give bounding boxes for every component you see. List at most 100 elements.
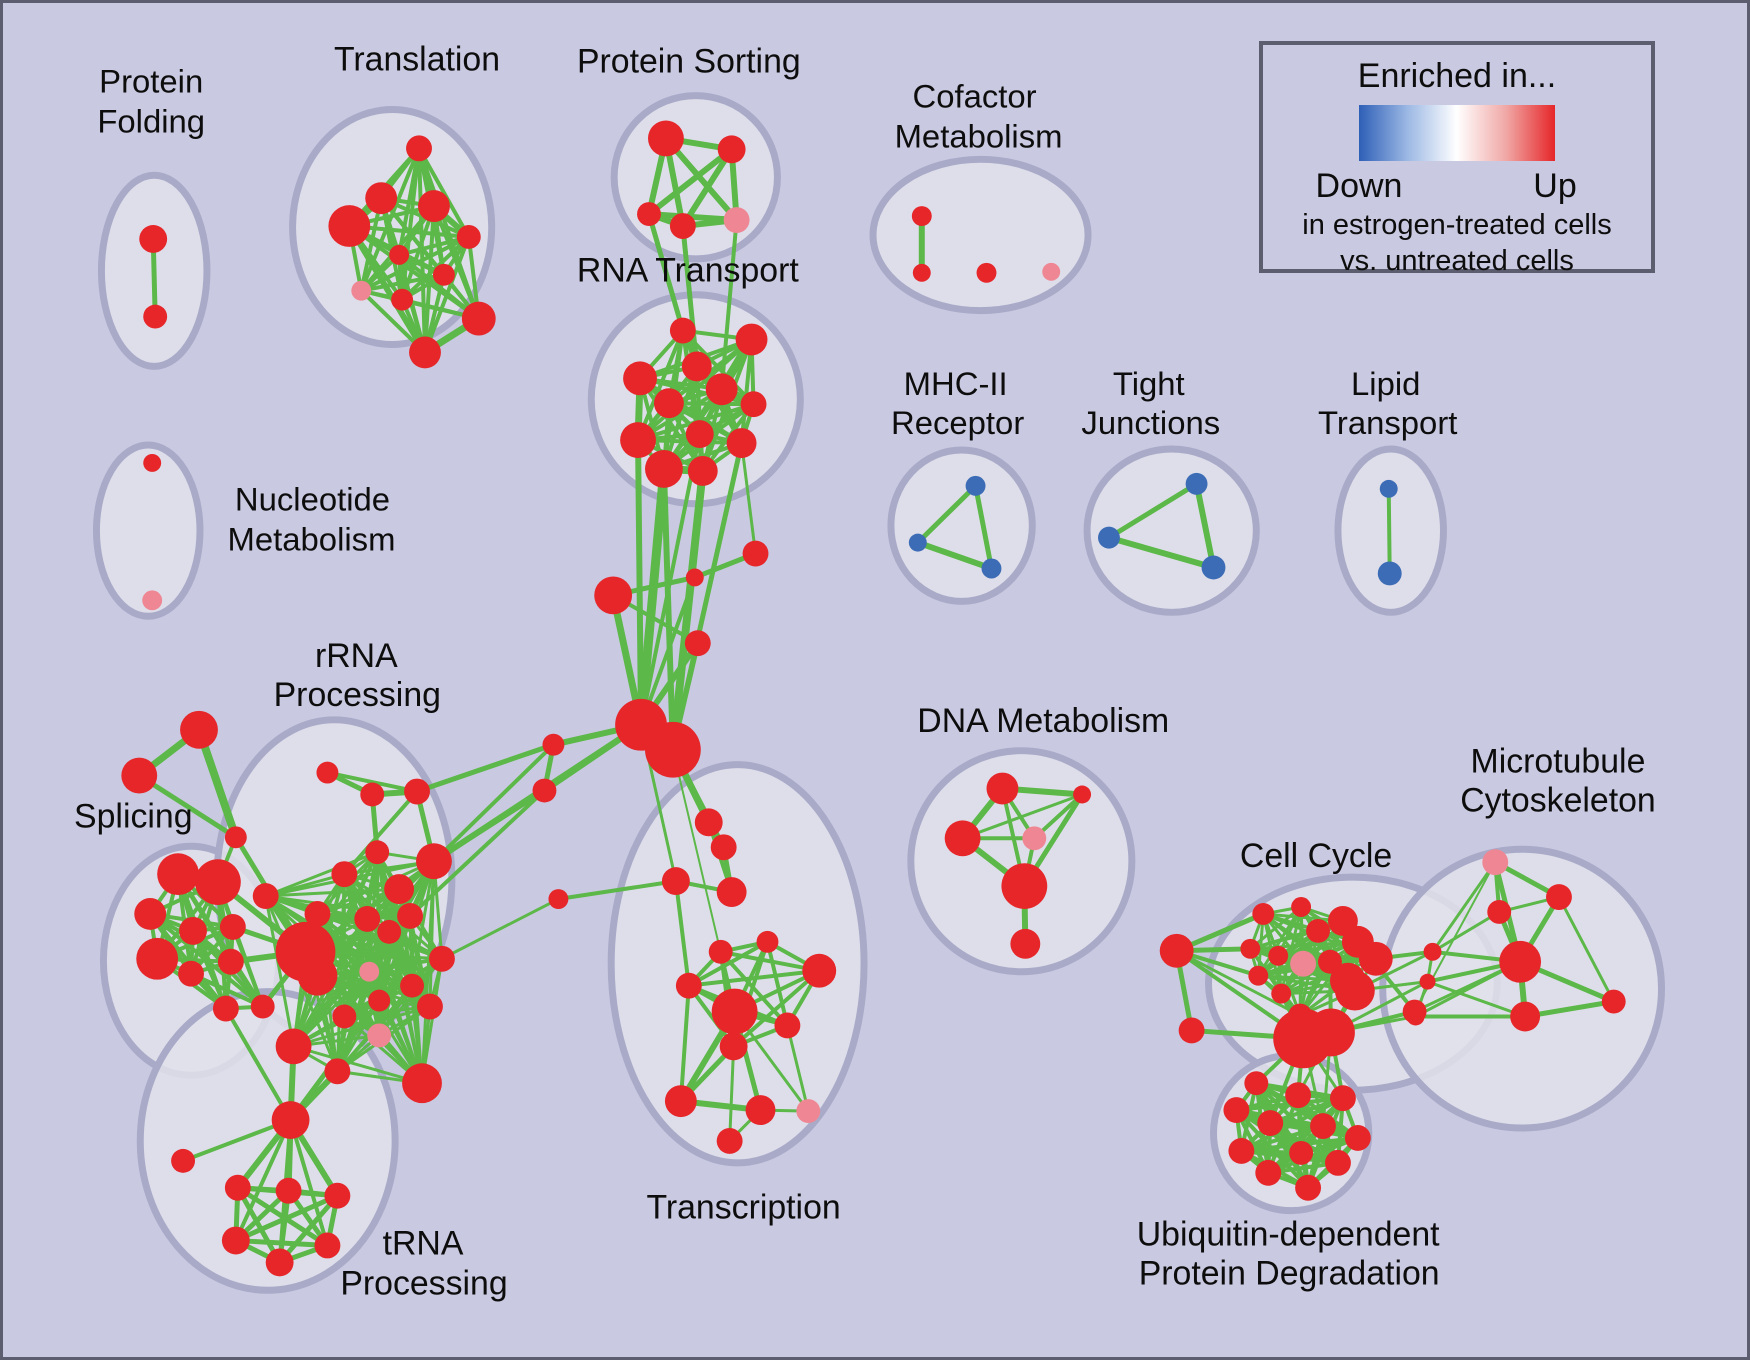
gene-set-node <box>774 1012 801 1039</box>
gene-set-node <box>456 225 481 249</box>
edge <box>1557 895 1616 1004</box>
cluster-label: Transport <box>1318 404 1457 441</box>
edge <box>233 1118 293 1243</box>
gene-set-node <box>1601 989 1626 1014</box>
cluster-label: Translation <box>334 41 500 79</box>
edge <box>315 957 444 978</box>
gene-set-node <box>1240 938 1261 959</box>
gene-set-node <box>224 1174 251 1201</box>
edge <box>678 983 691 1104</box>
edge <box>1248 940 1360 951</box>
edge <box>739 337 754 446</box>
gene-set-node <box>178 960 204 987</box>
cluster-label: Splicing <box>74 797 192 835</box>
gene-set-node <box>944 820 981 857</box>
gene-set-node <box>157 853 199 896</box>
gene-set-node <box>620 422 656 458</box>
node-layer <box>121 120 1626 1277</box>
edge <box>671 748 736 1013</box>
gene-set-node <box>796 1099 821 1124</box>
edge <box>728 1044 736 1143</box>
gene-set-node <box>304 901 331 927</box>
gene-set-node <box>219 913 246 940</box>
edge <box>387 930 424 1085</box>
gene-set-node <box>377 919 402 944</box>
cluster-label: tRNA <box>383 1224 464 1262</box>
cluster-label: Microtubule <box>1471 743 1646 781</box>
gene-set-node <box>911 206 932 227</box>
edge <box>1105 534 1217 571</box>
edge <box>235 1185 283 1265</box>
gene-set-node <box>368 989 391 1012</box>
edge <box>230 924 265 1009</box>
gene-set-node <box>802 953 837 988</box>
gene-set-node <box>1406 1007 1425 1026</box>
gene-set-node <box>661 867 690 896</box>
legend-down-label: Down <box>1315 167 1403 205</box>
edge <box>397 234 471 257</box>
gene-set-node <box>171 1148 196 1173</box>
cluster-label: DNA Metabolism <box>917 702 1169 740</box>
gene-set-node <box>275 1177 302 1204</box>
legend-title: Enriched in... <box>1357 57 1557 95</box>
edge <box>342 789 420 877</box>
edge <box>740 441 758 556</box>
gene-set-node <box>1482 849 1509 876</box>
gene-set-node <box>359 961 380 982</box>
gene-set-node <box>745 1095 776 1126</box>
gene-set-node <box>1307 1008 1355 1057</box>
gene-set-node <box>314 1232 341 1259</box>
gene-set-node <box>1334 970 1375 1011</box>
gene-set-node <box>1290 950 1317 977</box>
edge <box>646 146 735 218</box>
gene-set-node <box>986 772 1019 805</box>
gene-set-node <box>1178 1017 1205 1044</box>
gene-set-node <box>250 994 275 1019</box>
edge <box>915 483 979 546</box>
gene-set-node <box>687 455 718 486</box>
gene-set-node <box>418 190 450 223</box>
gene-set-node <box>1329 1085 1356 1112</box>
edge <box>1239 1148 1340 1165</box>
gene-set-node <box>664 1085 697 1118</box>
gene-set-node <box>121 757 158 794</box>
cluster-label: Metabolism <box>895 117 1063 154</box>
gene-set-node <box>1001 863 1048 909</box>
legend-up-label: Up <box>1533 167 1577 205</box>
gene-set-node <box>143 304 168 329</box>
cluster-label: Nucleotide <box>235 481 390 518</box>
gene-set-node <box>367 1023 392 1048</box>
edge <box>233 1193 340 1244</box>
edge <box>673 879 691 988</box>
cluster-label: Metabolism <box>228 521 396 558</box>
cluster-label: Cofactor <box>912 78 1036 115</box>
edge <box>686 968 822 988</box>
gene-set-node <box>1248 965 1269 986</box>
edge <box>636 328 685 443</box>
gene-set-node <box>142 590 163 611</box>
edge <box>1193 480 1217 571</box>
gene-set-node <box>708 939 733 964</box>
gene-set-node <box>1358 941 1393 976</box>
gene-set-node <box>740 391 767 418</box>
edge <box>646 211 686 334</box>
gene-set-node <box>723 207 750 233</box>
gene-set-node <box>179 916 207 945</box>
edge <box>1426 980 1527 1019</box>
edge <box>1386 486 1392 576</box>
edge <box>1431 910 1501 954</box>
gene-set-node <box>332 1004 357 1029</box>
gene-set-node <box>1379 479 1398 498</box>
edge <box>914 539 995 572</box>
edge <box>414 742 556 794</box>
gene-set-node <box>143 454 162 472</box>
legend-box: Enriched in... Down Up in estrogen-treat… <box>1259 41 1655 277</box>
gene-set-node <box>365 182 398 215</box>
gene-set-node <box>1291 897 1312 917</box>
edge <box>1431 860 1497 954</box>
legend-caption: in estrogen-treated cells vs. untreated … <box>1263 207 1651 279</box>
edge <box>325 770 420 794</box>
gene-set-node <box>360 782 385 807</box>
